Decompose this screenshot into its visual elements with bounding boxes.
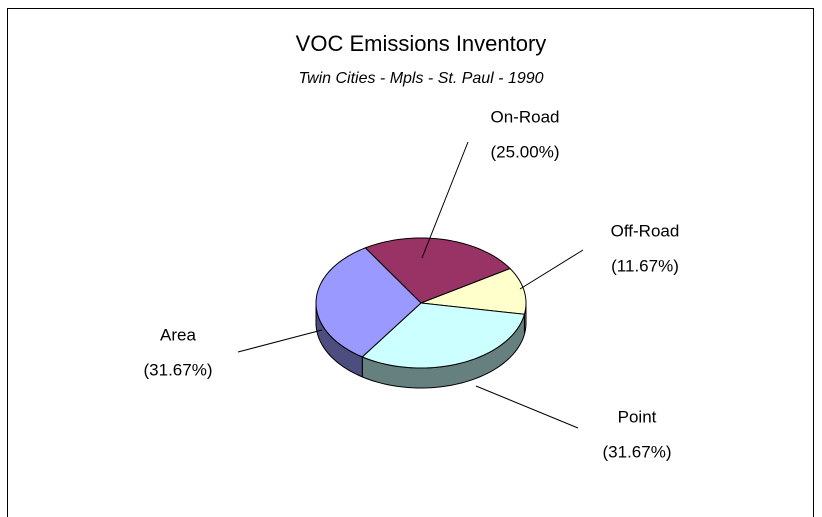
leader-line — [519, 249, 584, 290]
slice-label: Off-Road — [611, 221, 680, 240]
slice-value-label: (11.67%) — [611, 256, 679, 275]
slice — [361, 302, 526, 369]
slice-label: Area — [160, 325, 196, 344]
chart-title: VOC Emissions Inventory — [296, 31, 547, 56]
chart-subtitle: Twin Cities - Mpls - St. Paul - 1990 — [298, 70, 543, 87]
slice — [315, 247, 422, 358]
slice-value-label: (31.67%) — [603, 442, 672, 461]
leader-line — [237, 329, 323, 353]
slice-label: On-Road — [491, 107, 560, 126]
leader-line — [475, 385, 579, 429]
slice — [364, 237, 511, 304]
slice-value-label: (25.00%) — [491, 142, 560, 161]
slice-label: Point — [618, 407, 657, 426]
slice — [420, 267, 527, 315]
leader-line — [421, 141, 469, 259]
slice-value-label: (31.67%) — [144, 360, 213, 379]
